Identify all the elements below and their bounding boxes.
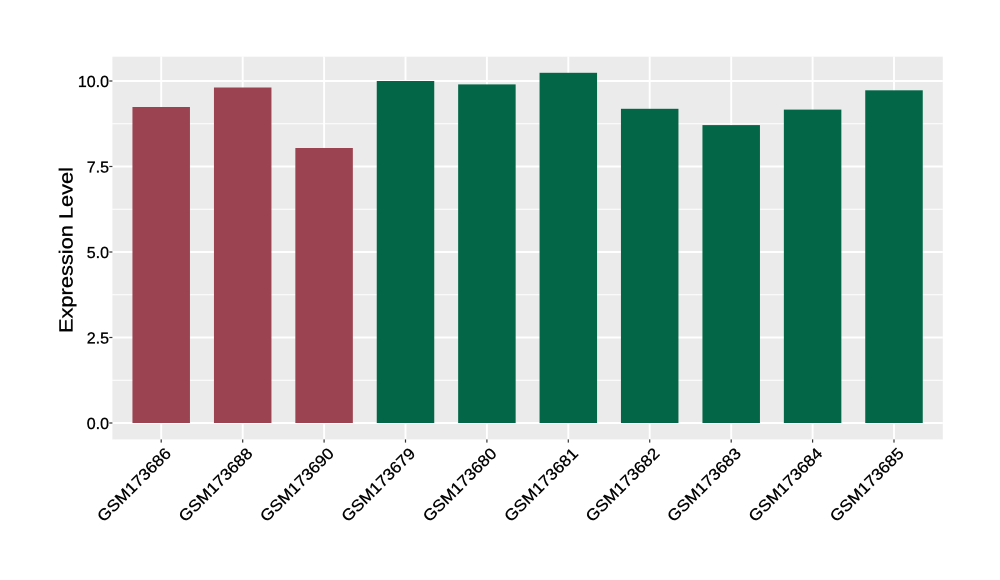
- svg-text:5.0: 5.0: [87, 245, 109, 262]
- svg-text:2.5: 2.5: [87, 331, 109, 348]
- svg-text:0.0: 0.0: [87, 416, 109, 433]
- svg-text:Expression Level: Expression Level: [57, 167, 78, 333]
- svg-text:10.0: 10.0: [78, 74, 109, 91]
- svg-text:7.5: 7.5: [87, 160, 109, 177]
